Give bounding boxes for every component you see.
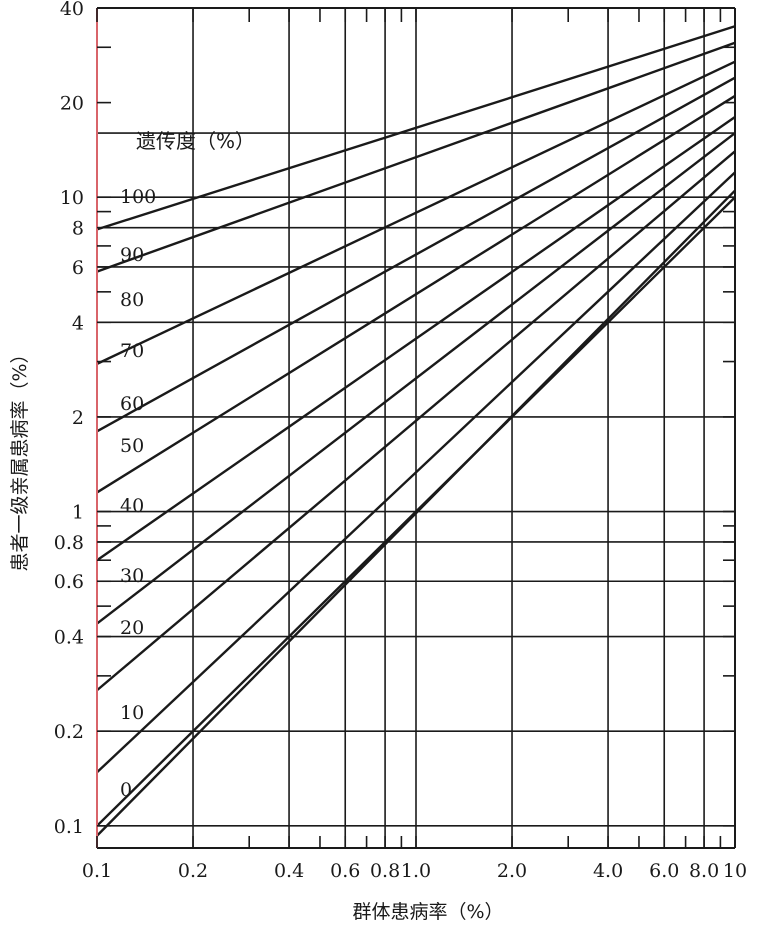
series-line-0 bbox=[96, 196, 736, 827]
y-tick-label: 40 bbox=[60, 0, 84, 20]
text-layer: 遗传度（%） 群体患病率（%） 患者一级亲属患病率（%） 0.1 0.2 0.4 0.… bbox=[9, 0, 747, 923]
series-label: 80 bbox=[120, 289, 144, 311]
x-tick-label: 4.0 bbox=[593, 860, 623, 882]
y-tick-label: 1 bbox=[72, 502, 84, 524]
y-tick-label: 20 bbox=[60, 93, 84, 115]
x-tick-label: 6.0 bbox=[649, 860, 679, 882]
y-tick-label: 2 bbox=[72, 407, 84, 429]
series-label: 30 bbox=[120, 565, 144, 587]
series-line-30 bbox=[96, 150, 736, 692]
y-tick-label: 4 bbox=[72, 312, 84, 334]
legend-title: 遗传度（%） bbox=[136, 129, 255, 153]
series-label: 20 bbox=[120, 617, 144, 639]
series-label: 40 bbox=[120, 495, 144, 517]
series-line-40 bbox=[96, 132, 736, 625]
y-tick-label: 0.6 bbox=[54, 571, 84, 593]
y-tick-label: 0.8 bbox=[54, 532, 84, 554]
series-label: 60 bbox=[120, 393, 144, 415]
series-line-20 bbox=[96, 171, 736, 774]
x-tick-label: 0.4 bbox=[274, 860, 304, 882]
x-tick-label: 0.2 bbox=[178, 860, 208, 882]
y-tick-label: 0.2 bbox=[54, 721, 84, 743]
series-line-80 bbox=[96, 60, 736, 365]
x-tick-label: 2.0 bbox=[497, 860, 527, 882]
series-label: 100 bbox=[120, 186, 156, 208]
y-tick-label: 6 bbox=[72, 257, 84, 279]
x-tick-label: 0.1 bbox=[82, 860, 112, 882]
series-label: 70 bbox=[120, 340, 144, 362]
series-line-50 bbox=[96, 116, 736, 562]
x-tick-label: 10 bbox=[723, 860, 747, 882]
y-tick-label: 8 bbox=[72, 218, 84, 240]
x-tick-label: 8.0 bbox=[689, 860, 719, 882]
y-tick-label: 0.1 bbox=[54, 816, 84, 838]
tick-layer bbox=[96, 7, 736, 848]
x-axis-title: 群体患病率（%） bbox=[352, 901, 503, 923]
y-tick-label: 10 bbox=[60, 187, 84, 209]
x-tick-label: 0.8 bbox=[370, 860, 400, 882]
series-label: 90 bbox=[120, 244, 144, 266]
series-line-70 bbox=[96, 76, 736, 433]
x-tick-label: 1.0 bbox=[401, 860, 431, 882]
series-line-100 bbox=[96, 25, 736, 231]
series-label: 0 bbox=[120, 779, 132, 801]
series-line-90 bbox=[96, 41, 736, 273]
y-tick-label: 0.4 bbox=[54, 627, 84, 649]
y-axis-title: 患者一级亲属患病率（%） bbox=[9, 344, 31, 571]
series-layer bbox=[96, 25, 736, 837]
series-label: 50 bbox=[120, 435, 144, 457]
series-line-60 bbox=[96, 94, 736, 494]
series-label: 10 bbox=[120, 702, 144, 724]
x-tick-label: 0.6 bbox=[330, 860, 360, 882]
